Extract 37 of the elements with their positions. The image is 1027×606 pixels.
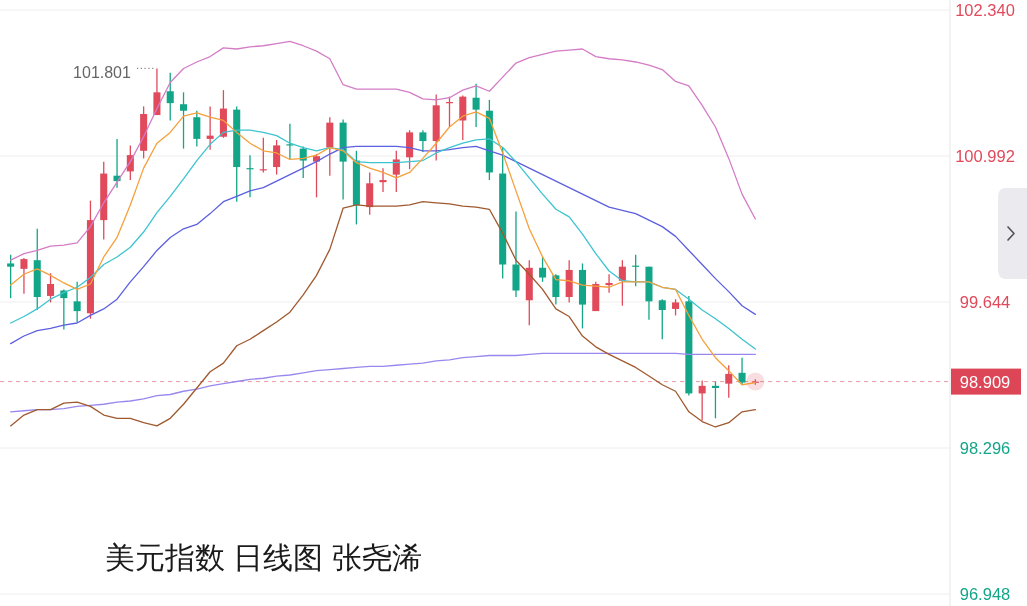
- candlestick: [180, 91, 188, 150]
- candlestick: [552, 273, 560, 306]
- candlestick: [698, 379, 706, 422]
- candlestick: [7, 254, 15, 299]
- y-tick-label: 102.340: [955, 1, 1015, 19]
- candlestick: [725, 364, 733, 399]
- candlestick: [20, 257, 28, 295]
- line-series: [10, 352, 756, 413]
- candlestick: [166, 72, 174, 122]
- candlestick: [246, 154, 254, 199]
- candlestick: [47, 272, 55, 304]
- candlestick: [206, 105, 214, 151]
- candlestick: [472, 83, 480, 128]
- candlestick: [738, 357, 746, 386]
- y-tick-label: 100.992: [955, 147, 1015, 165]
- candlestick: [658, 298, 666, 340]
- annotation: 101.801: [73, 63, 132, 81]
- candlestick: [392, 150, 400, 193]
- candlestick: [299, 145, 307, 179]
- candlestick: [618, 259, 626, 307]
- candlestick: [539, 256, 547, 283]
- candlestick: [73, 281, 81, 323]
- line-series: [10, 201, 756, 428]
- candlestick: [286, 123, 294, 161]
- candlestick: [273, 139, 281, 176]
- candlestick: [379, 167, 387, 193]
- line-series: [10, 40, 756, 261]
- candlestick: [419, 129, 427, 153]
- candlestick: [711, 380, 719, 419]
- text: 美元指数 日线图 张尧浠: [105, 540, 422, 574]
- candlestick: [366, 171, 374, 216]
- y-tick-label: 99.644: [959, 293, 1011, 311]
- candlestick: [605, 273, 613, 294]
- candlestick: [193, 110, 201, 148]
- ref-line-label: 98.909: [959, 372, 1011, 391]
- y-tick-label: 98.296: [959, 439, 1011, 457]
- y-tick-label: 96.948: [959, 585, 1011, 603]
